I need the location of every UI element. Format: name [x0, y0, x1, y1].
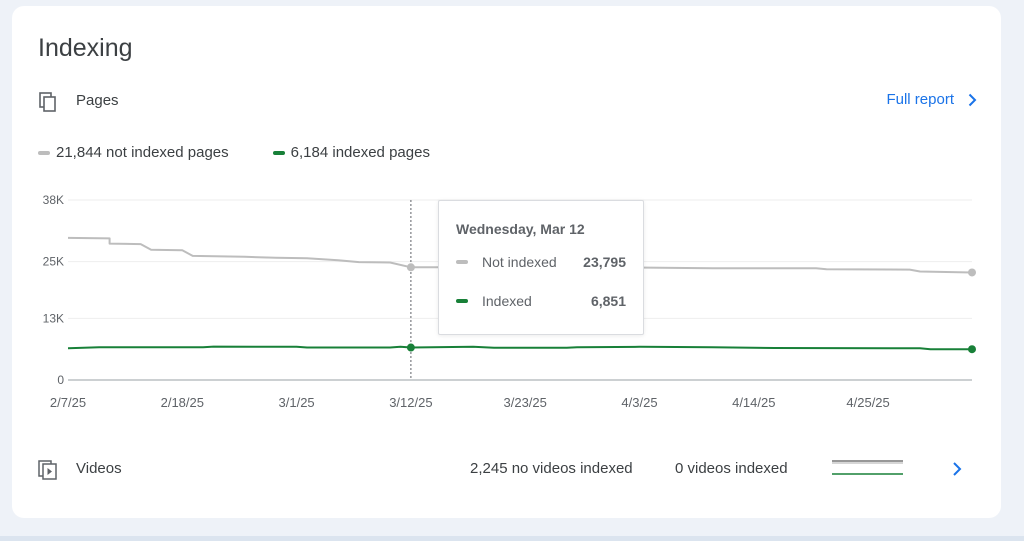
tooltip-not-indexed-label: Not indexed [482, 254, 557, 270]
legend-swatch-indexed [272, 150, 285, 155]
indexing-line-chart[interactable]: 0 13K 25K 38K 2/7/25 2/18/25 3/1/25 3/12/25 3/23… [12, 6, 1001, 446]
x-tick-label: 2/7/25 [50, 395, 86, 410]
pages-label: Pages [76, 92, 119, 109]
tooltip-indexed-label: Indexed [482, 293, 532, 309]
indexing-card: Indexing Pages Full report 21,844 not in… [12, 6, 1001, 518]
x-tick-label: 3/1/25 [279, 395, 315, 410]
tooltip-indexed-value: 6,851 [590, 293, 626, 309]
pages-icon [39, 92, 56, 112]
series-end-point [968, 345, 976, 354]
y-tick-label: 38K [43, 193, 64, 207]
y-tick-label: 0 [57, 373, 64, 387]
series-line-not-indexed [67, 236, 973, 274]
chevron-right-icon [968, 93, 977, 106]
legend-indexed-label: 6,184 indexed pages [290, 144, 430, 161]
card-title: Indexing [38, 34, 133, 62]
series-end-point [968, 268, 976, 277]
no-videos-indexed-count: 2,245 no videos indexed [470, 460, 633, 477]
page-bottom-strip [0, 536, 1024, 541]
x-tick-label: 2/18/25 [161, 395, 204, 410]
highlight-point [406, 343, 415, 352]
y-tick-label: 13K [43, 311, 64, 325]
legend-swatch-not-indexed [38, 150, 50, 155]
highlight-point [406, 263, 415, 272]
full-report-link[interactable]: Full report [886, 91, 977, 108]
series-line-indexed [67, 345, 972, 351]
x-tick-label: 4/3/25 [621, 395, 657, 410]
chart-legend: 21,844 not indexed pages 6,184 indexed p… [38, 144, 430, 161]
x-tick-label: 4/14/25 [732, 395, 775, 410]
legend-not-indexed[interactable]: 21,844 not indexed pages [38, 144, 229, 161]
legend-not-indexed-label: 21,844 not indexed pages [56, 144, 229, 161]
tooltip-swatch-not-indexed [456, 260, 468, 264]
videos-chevron-right-icon[interactable] [950, 461, 964, 477]
video-library-icon [38, 460, 57, 480]
tooltip-swatch-indexed [456, 299, 468, 303]
chart-tooltip: Wednesday, Mar 12 Not indexed 23,795 Ind… [438, 200, 644, 335]
y-tick-label: 25K [43, 255, 64, 269]
x-tick-label: 4/25/25 [846, 395, 889, 410]
tooltip-not-indexed-value: 23,795 [583, 254, 626, 270]
full-report-label: Full report [886, 91, 954, 108]
videos-sparkline [832, 460, 903, 475]
videos-indexed-count: 0 videos indexed [675, 460, 788, 477]
x-tick-label: 3/12/25 [389, 395, 432, 410]
legend-indexed[interactable]: 6,184 indexed pages [272, 144, 430, 161]
tooltip-row-indexed: Indexed 6,851 [456, 293, 626, 309]
x-tick-label: 3/23/25 [504, 395, 547, 410]
tooltip-row-not-indexed: Not indexed 23,795 [456, 254, 626, 270]
videos-label: Videos [76, 460, 122, 477]
tooltip-date: Wednesday, Mar 12 [456, 221, 585, 237]
